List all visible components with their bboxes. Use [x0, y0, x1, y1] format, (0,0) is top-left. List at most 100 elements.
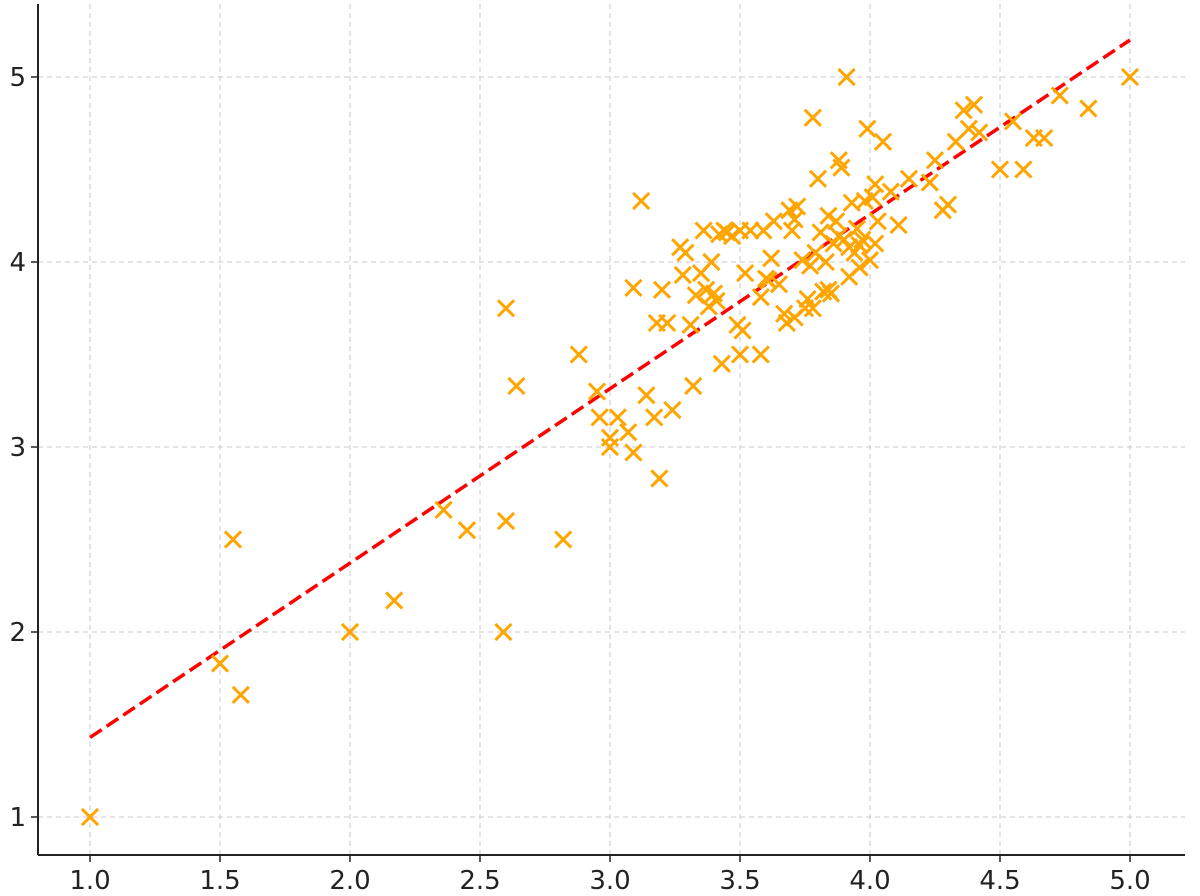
- x-tick-label: 4.0: [849, 866, 890, 896]
- x-tick-label: 5.0: [1109, 866, 1150, 896]
- y-tick-label: 4: [9, 248, 26, 278]
- data-point: [938, 195, 958, 214]
- marker-stroke: [954, 101, 973, 120]
- data-point: [723, 226, 742, 246]
- marker-stroke: [704, 284, 724, 303]
- marker-stroke: [850, 258, 869, 277]
- marker-stroke: [970, 123, 989, 142]
- data-point: [1003, 112, 1023, 131]
- data-point: [1014, 160, 1033, 179]
- data-point: [819, 280, 838, 299]
- data-point: [925, 151, 945, 170]
- data-point: [694, 221, 713, 240]
- data-point: [801, 256, 820, 275]
- marker-stroke: [608, 408, 627, 427]
- data-point: [496, 299, 516, 318]
- marker-stroke: [814, 282, 833, 301]
- marker-stroke: [457, 521, 477, 540]
- data-point: [798, 289, 817, 309]
- marker-stroke: [803, 299, 822, 318]
- marker-stroke: [801, 256, 820, 275]
- data-point: [569, 345, 588, 364]
- marker-stroke: [785, 210, 804, 229]
- data-point: [507, 376, 526, 396]
- data-point: [775, 304, 794, 323]
- marker-stroke: [507, 376, 526, 396]
- data-point: [858, 119, 877, 138]
- data-point: [590, 408, 609, 427]
- data-point: [681, 315, 700, 335]
- data-point: [223, 530, 243, 549]
- data-point: [632, 191, 651, 211]
- data-point: [827, 212, 846, 231]
- marker-stroke: [736, 263, 755, 283]
- marker-stroke: [925, 151, 945, 170]
- data-points: [80, 67, 1140, 827]
- marker-stroke: [231, 685, 250, 705]
- fit-line-layer: [89, 38, 1131, 739]
- fit-line: [89, 38, 1131, 739]
- marker-stroke: [832, 158, 851, 177]
- marker-stroke: [632, 191, 651, 211]
- marker-stroke: [554, 530, 573, 549]
- y-tick-label: 1: [9, 803, 26, 833]
- marker-stroke: [855, 191, 874, 211]
- data-point: [959, 119, 978, 138]
- marker-stroke: [853, 230, 872, 249]
- data-point: [385, 591, 404, 610]
- marker-stroke: [751, 345, 770, 364]
- marker-stroke: [210, 654, 230, 673]
- data-point: [684, 376, 703, 396]
- marker-stroke: [624, 278, 643, 298]
- marker-stroke: [759, 271, 778, 290]
- marker-stroke: [723, 226, 742, 246]
- marker-stroke: [681, 315, 700, 335]
- y-axis-ticks: 1 2 3 4 5: [9, 63, 38, 833]
- data-point: [946, 132, 965, 151]
- data-point: [866, 234, 885, 253]
- x-tick-label: 4.5: [979, 866, 1020, 896]
- data-point: [780, 201, 799, 220]
- marker-stroke: [938, 195, 958, 214]
- marker-stroke: [702, 252, 721, 272]
- data-point: [769, 275, 789, 294]
- data-point: [210, 654, 230, 673]
- data-point: [1120, 67, 1140, 87]
- data-point: [970, 123, 989, 142]
- marker-stroke: [673, 265, 692, 285]
- marker-stroke: [959, 119, 978, 138]
- marker-stroke: [837, 67, 856, 87]
- data-point: [1035, 128, 1054, 148]
- data-point: [652, 280, 672, 299]
- data-point: [736, 263, 755, 283]
- marker-stroke: [819, 280, 838, 299]
- data-point: [676, 243, 695, 262]
- data-point: [587, 382, 607, 401]
- marker-stroke: [590, 408, 609, 427]
- marker-stroke: [730, 345, 750, 364]
- marker-stroke: [816, 252, 835, 272]
- data-point: [759, 271, 778, 290]
- marker-stroke: [829, 151, 848, 170]
- data-point: [624, 443, 643, 462]
- data-point: [702, 252, 721, 272]
- marker-stroke: [798, 289, 817, 309]
- data-point: [730, 345, 750, 364]
- data-point: [600, 428, 620, 447]
- marker-stroke: [964, 95, 984, 114]
- marker-stroke: [873, 132, 893, 151]
- y-tick-label: 2: [9, 618, 26, 648]
- data-point: [873, 132, 893, 151]
- x-tick-label: 3.5: [719, 866, 760, 896]
- marker-stroke: [712, 354, 731, 373]
- data-point: [832, 158, 851, 177]
- marker-stroke: [946, 132, 965, 151]
- marker-stroke: [496, 299, 516, 318]
- marker-stroke: [699, 297, 718, 316]
- marker-stroke: [793, 251, 812, 270]
- marker-stroke: [496, 511, 516, 531]
- data-point: [1079, 99, 1098, 118]
- marker-stroke: [780, 201, 799, 220]
